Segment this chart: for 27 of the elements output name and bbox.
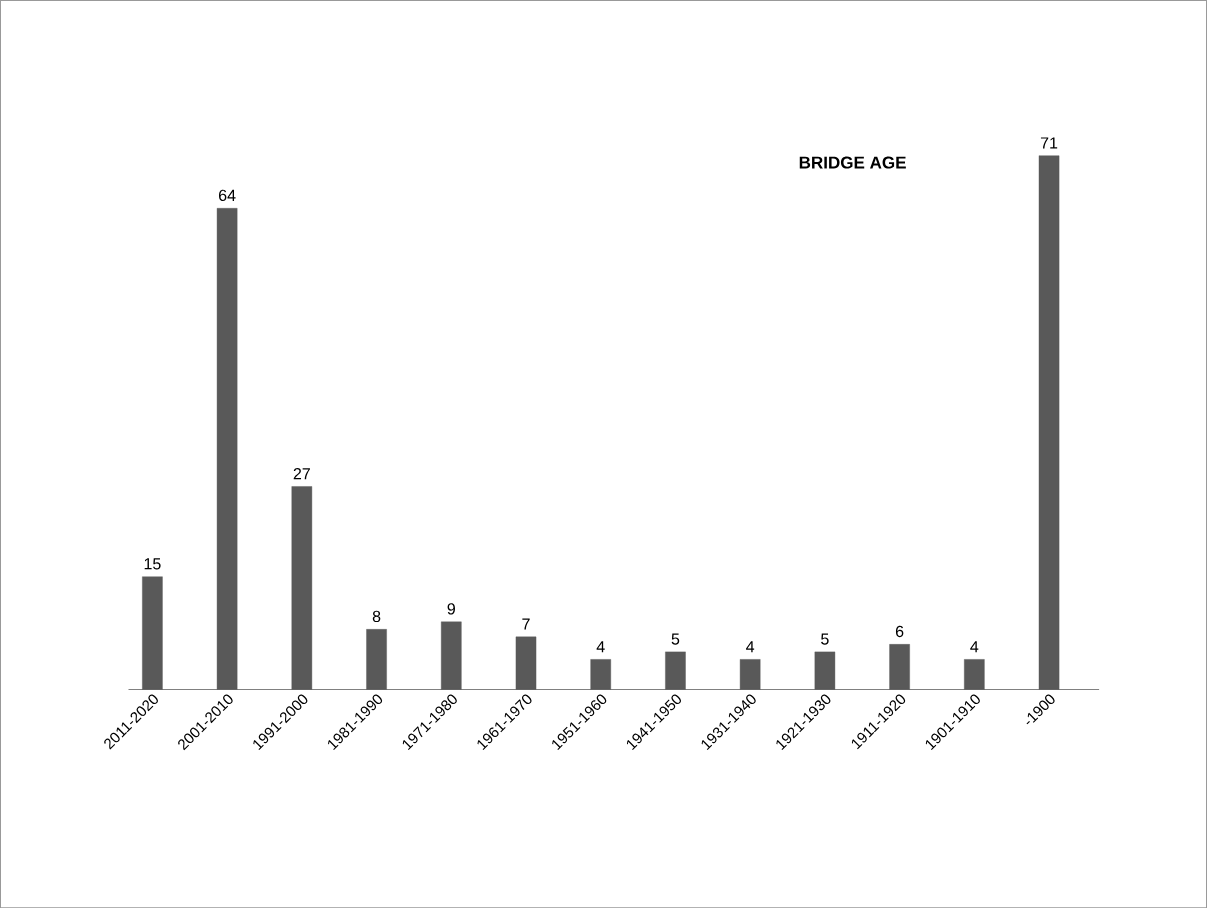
bar [142,576,163,690]
data-label: 8 [372,610,381,622]
data-label: 64 [219,189,236,201]
data-label: 4 [596,641,605,653]
data-label: 5 [821,633,829,645]
bar [441,621,462,690]
bar [515,636,537,690]
bar [814,651,836,690]
data-label: 7 [522,618,530,630]
bar [1038,155,1060,690]
data-label: 27 [293,467,310,480]
bar [291,486,313,690]
bar [889,644,910,690]
data-label: 6 [895,625,904,637]
data-label: 71 [1040,137,1058,149]
data-label: 4 [746,641,755,653]
bar [665,651,686,690]
chart-title: BRIDGE AGE [799,156,906,169]
bar [590,659,611,690]
data-label: 9 [447,603,455,615]
bar [964,659,985,690]
bar [216,207,238,690]
data-label: 5 [671,633,680,645]
data-label: 4 [970,641,979,653]
bar [739,659,761,690]
bar [366,629,387,690]
data-label: 15 [144,558,161,570]
